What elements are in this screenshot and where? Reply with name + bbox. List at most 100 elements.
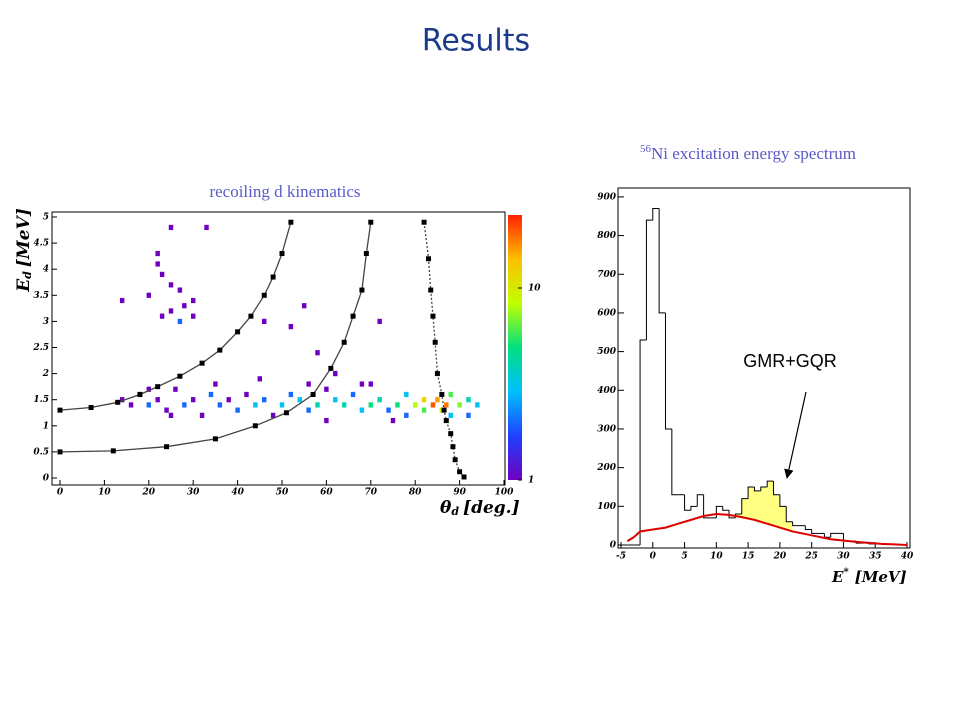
curve-point — [434, 371, 440, 377]
curve-point — [341, 339, 347, 345]
label-main: E — [14, 278, 34, 293]
y-tick-label: 300 — [597, 424, 617, 434]
curve-point — [350, 313, 356, 319]
heat-cell — [412, 402, 418, 408]
curve-point — [441, 407, 447, 413]
x-tick-label: 60 — [320, 488, 333, 498]
x-tick-label: -5 — [616, 552, 626, 562]
heat-cell — [168, 308, 174, 314]
heat-cell — [262, 397, 267, 403]
heat-cell — [368, 381, 374, 387]
histogram-bin — [779, 494, 787, 507]
heat-cell — [315, 350, 320, 356]
histogram-bin — [811, 529, 819, 534]
plot-frame — [51, 211, 506, 486]
x-tick-label: 80 — [409, 488, 422, 498]
heat-cell — [182, 402, 187, 408]
curve-point — [328, 365, 334, 371]
curve-point — [88, 405, 94, 411]
heat-cell — [359, 407, 365, 413]
curve-point — [199, 360, 205, 366]
heat-cell — [288, 391, 294, 398]
heat-cell — [182, 303, 187, 309]
signal-fill — [760, 486, 768, 524]
curve-point — [432, 339, 438, 345]
chart-title: 56Ni excitation energy spectrum — [640, 143, 856, 163]
heat-cell — [190, 313, 196, 319]
curve-point — [177, 373, 183, 379]
y-tick-label: 3.5 — [33, 291, 49, 301]
chart-title: recoiling d kinematics — [209, 182, 360, 201]
y-tick-label: 2.5 — [32, 343, 49, 353]
signal-fill — [767, 481, 774, 526]
curve-point — [115, 399, 121, 405]
heat-cell — [270, 412, 276, 418]
x-tick-label: 70 — [365, 488, 378, 498]
heat-cell — [190, 397, 196, 403]
curve-point — [137, 391, 143, 397]
colorbar-tick-label: 1 — [528, 476, 534, 486]
heat-cell — [155, 250, 160, 257]
curve-point — [426, 256, 432, 262]
heat-cell — [421, 397, 427, 403]
histogram-bin — [690, 505, 698, 511]
x-tick-label: 30 — [837, 552, 850, 562]
signal-fill — [773, 494, 780, 528]
heat-cell — [168, 224, 174, 231]
annotation-arrow — [784, 391, 807, 479]
heat-cell — [306, 381, 311, 387]
kinematic-curve — [59, 222, 292, 411]
curve-point — [430, 313, 436, 319]
heat-cell — [128, 402, 134, 408]
x-tick-label: 0 — [650, 552, 657, 562]
curve-point — [279, 251, 285, 257]
y-tick-label: 1 — [43, 421, 49, 431]
heat-cell — [324, 386, 329, 392]
curve-point — [217, 347, 223, 353]
label-sub: d — [451, 505, 459, 518]
histogram-bin — [830, 532, 838, 538]
histogram-bin — [760, 486, 768, 491]
x-tick-label: 50 — [276, 488, 289, 498]
y-axis-label: Ed [MeV] — [14, 208, 35, 293]
x-tick-label: 0 — [57, 488, 64, 498]
curve-point — [363, 251, 369, 257]
heat-cell — [119, 297, 125, 304]
histogram-bin — [766, 480, 774, 487]
heat-cell — [306, 407, 311, 413]
y-tick-label: 1.5 — [33, 395, 49, 405]
heat-cell — [315, 402, 320, 408]
heat-cell — [475, 402, 480, 408]
heat-cell — [297, 397, 302, 403]
x-axis-label: E* [MeV] — [831, 567, 907, 587]
curve-point — [110, 448, 116, 454]
curve-point — [368, 219, 374, 225]
heat-cell — [288, 324, 294, 330]
y-tick-label: 3 — [43, 317, 49, 327]
curve-point — [428, 287, 434, 293]
x-tick-label: 5 — [681, 552, 687, 562]
curve-point — [270, 274, 276, 280]
curve-point — [448, 431, 454, 437]
heat-cell — [146, 292, 152, 298]
slide-title: Results — [422, 24, 530, 59]
annotation: GMR+GQR — [743, 351, 837, 371]
heat-cell — [146, 386, 152, 392]
histogram-bin — [696, 494, 704, 507]
signal-fill — [779, 506, 787, 530]
heat-cell — [226, 397, 231, 403]
heat-cell — [262, 318, 267, 325]
x-tick-label: 30 — [187, 488, 200, 498]
x-tick-label: 25 — [804, 552, 818, 562]
histogram-bin — [792, 521, 799, 527]
curve-point — [439, 391, 445, 397]
heat-cell — [359, 381, 365, 387]
x-tick-label: 20 — [773, 552, 787, 562]
curve-point — [359, 287, 365, 293]
y-tick-label: 0.5 — [33, 447, 49, 457]
heat-cell — [146, 402, 152, 408]
heat-cell — [466, 412, 471, 418]
heat-cell — [324, 417, 329, 424]
heat-cell — [448, 391, 453, 398]
